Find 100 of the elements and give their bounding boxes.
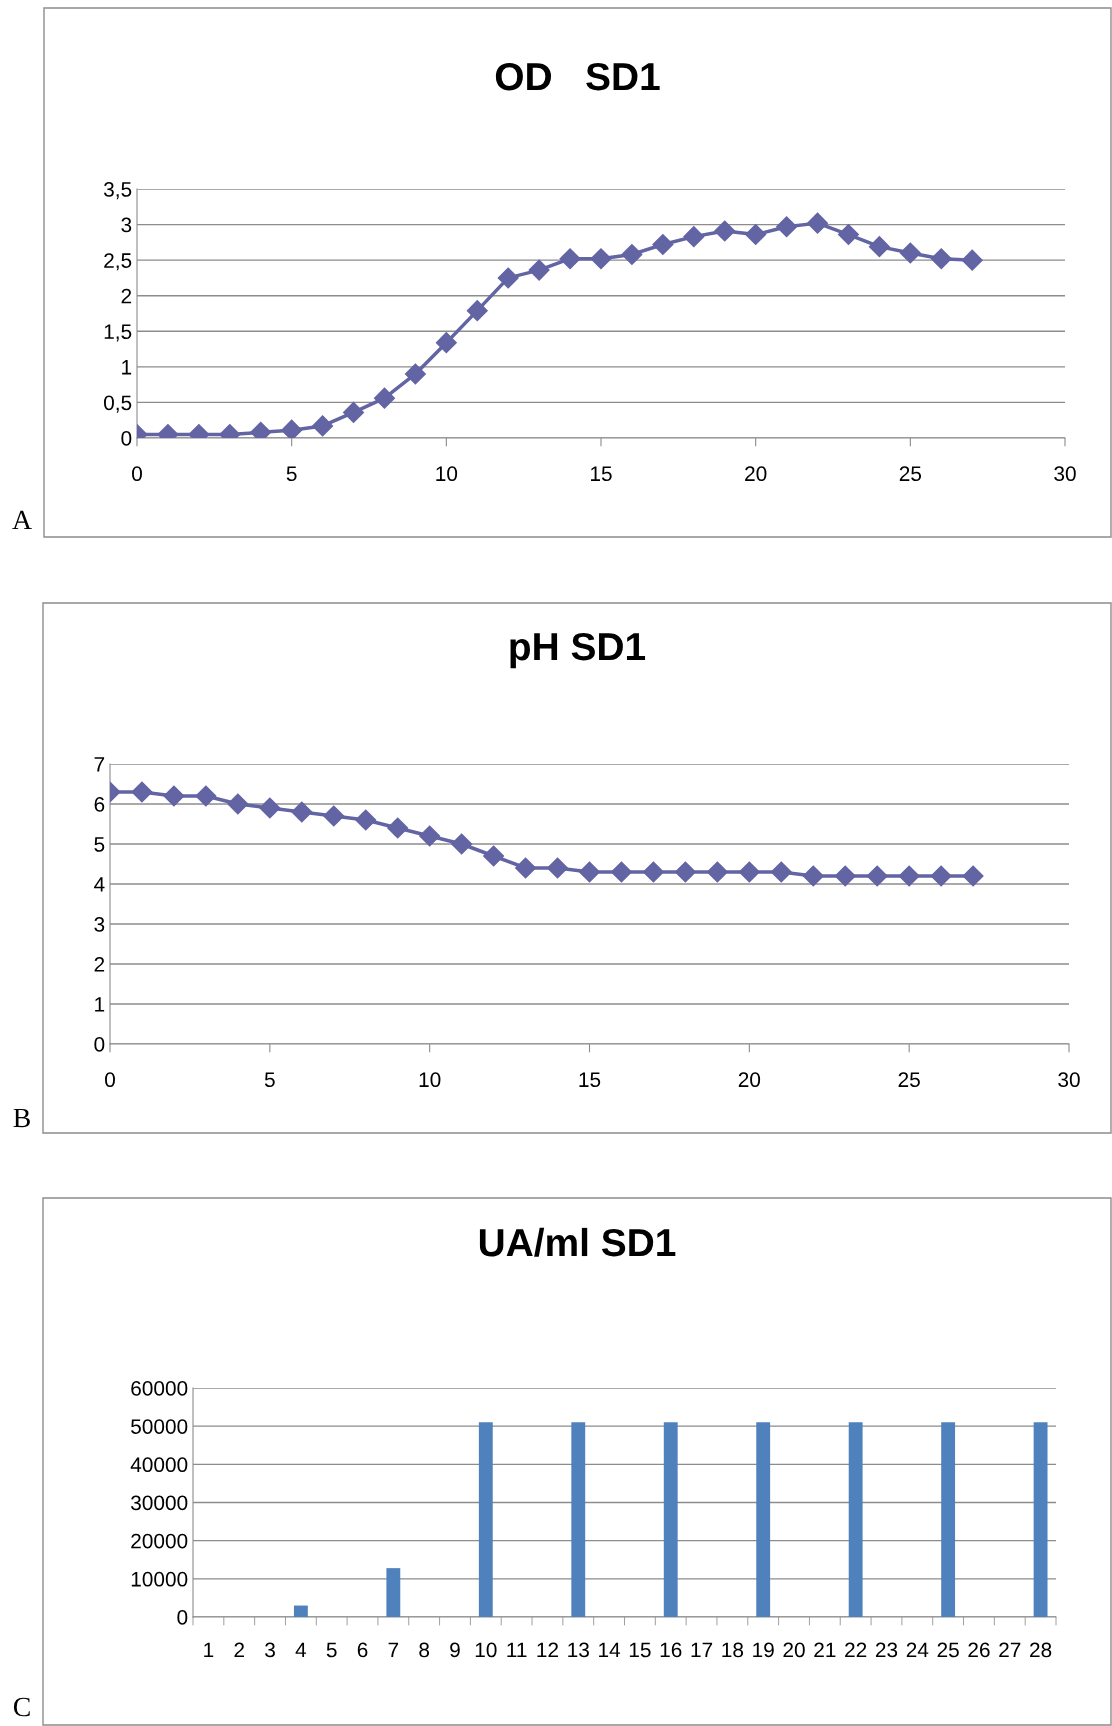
- y-tick-label: 2: [94, 957, 105, 972]
- x-tick-label: 5: [264, 1072, 275, 1088]
- x-tick-label: 15: [579, 1072, 601, 1088]
- x-tick-label: 8: [419, 1642, 430, 1658]
- x-tick-label: 20: [783, 1642, 805, 1658]
- point: [652, 233, 674, 256]
- x-tick-label: 25: [898, 1072, 920, 1088]
- point: [590, 248, 612, 270]
- x-tick-label: 9: [450, 1642, 460, 1658]
- x-tick-label: 13: [568, 1642, 589, 1658]
- bar: [293, 1605, 308, 1617]
- point: [547, 857, 569, 879]
- y-tick-label: 1: [95, 997, 105, 1012]
- x-tick-label: 26: [968, 1642, 990, 1658]
- x-tick-label: 1: [204, 1642, 214, 1658]
- x-tick-label: 30: [1054, 466, 1076, 482]
- x-tick-label: 12: [537, 1642, 558, 1658]
- y-tick-label: 1: [122, 360, 132, 375]
- point: [868, 236, 890, 258]
- bar: [663, 1422, 678, 1617]
- chart-title: OD SD1: [495, 62, 660, 91]
- chart-title: UA/ml SD1: [479, 1227, 676, 1257]
- x-tick-label: 2: [234, 1642, 244, 1658]
- y-tick-label: 6: [94, 797, 105, 812]
- x-tick-label: 27: [999, 1642, 1021, 1658]
- x-tick-label: 11: [507, 1642, 527, 1658]
- point: [227, 793, 249, 815]
- y-tick-label: 4: [94, 877, 105, 892]
- point: [714, 220, 736, 242]
- x-tick-label: 3: [265, 1642, 275, 1658]
- text: A: [12, 510, 32, 530]
- y-tick-label: 3: [121, 217, 132, 233]
- point: [259, 797, 281, 819]
- point: [834, 865, 856, 887]
- x-tick-label: 10: [475, 1642, 497, 1658]
- point: [962, 865, 984, 887]
- point: [807, 212, 829, 234]
- point: [898, 865, 920, 887]
- y-tick-label: 2,5: [104, 253, 132, 271]
- y-tick-label: 40000: [130, 1457, 188, 1473]
- point: [930, 865, 952, 887]
- x-tick-label: 10: [436, 466, 458, 482]
- point: [163, 785, 185, 807]
- y-tick-label: 1,5: [104, 324, 132, 342]
- point: [355, 809, 377, 831]
- x-tick-label: 15: [591, 466, 612, 482]
- x-tick-label: 5: [286, 466, 297, 482]
- y-tick-label: 50000: [131, 1419, 188, 1434]
- point: [738, 861, 760, 883]
- x-tick-label: 18: [722, 1642, 744, 1658]
- point: [466, 300, 488, 322]
- y-tick-label: 0: [121, 431, 132, 446]
- point: [291, 801, 313, 823]
- y-tick-label: 0,5: [103, 395, 132, 413]
- x-tick-label: 23: [875, 1642, 898, 1658]
- y-tick-label: 30000: [131, 1495, 188, 1511]
- y-tick-label: 3: [94, 917, 105, 932]
- x-tick-label: 21: [814, 1642, 836, 1658]
- bar: [941, 1422, 956, 1617]
- point: [373, 387, 395, 409]
- bar: [571, 1422, 586, 1617]
- x-tick-label: 6: [357, 1642, 368, 1658]
- point: [195, 785, 217, 807]
- point: [497, 267, 519, 289]
- y-tick-label: 20000: [131, 1533, 188, 1549]
- point: [621, 243, 643, 265]
- x-tick-label: 25: [937, 1642, 959, 1658]
- point: [930, 248, 952, 270]
- y-tick-label: 2: [121, 288, 132, 304]
- x-tick-label: 16: [660, 1642, 682, 1658]
- point: [683, 226, 705, 248]
- y-tick-label: 5: [94, 837, 105, 852]
- point: [323, 805, 345, 827]
- x-tick-label: 15: [629, 1642, 651, 1658]
- point: [802, 865, 824, 887]
- point: [451, 833, 473, 855]
- point: [343, 401, 365, 423]
- x-tick-label: 4: [295, 1642, 307, 1658]
- chart-title: pH SD1: [510, 632, 646, 669]
- x-tick-label: 7: [388, 1642, 399, 1658]
- y-tick-label: 0: [94, 1037, 105, 1052]
- x-tick-label: 17: [691, 1642, 713, 1658]
- x-tick-label: 20: [738, 1072, 761, 1088]
- point: [387, 817, 409, 839]
- point: [745, 224, 767, 246]
- x-tick-label: 30: [1058, 1072, 1080, 1088]
- y-tick-label: 10000: [131, 1571, 188, 1587]
- bar: [756, 1422, 771, 1617]
- y-tick-label: 60000: [131, 1381, 188, 1396]
- point: [610, 861, 632, 883]
- point: [131, 781, 153, 803]
- text: B: [13, 1108, 30, 1128]
- point: [435, 332, 457, 354]
- text: C: [13, 1697, 30, 1717]
- x-tick-label: 22: [845, 1642, 867, 1658]
- y-tick-label: 3,5: [103, 182, 132, 200]
- x-tick-label: 28: [1030, 1642, 1052, 1658]
- point: [866, 865, 888, 887]
- point: [837, 224, 859, 246]
- y-tick-label: 7: [94, 757, 105, 772]
